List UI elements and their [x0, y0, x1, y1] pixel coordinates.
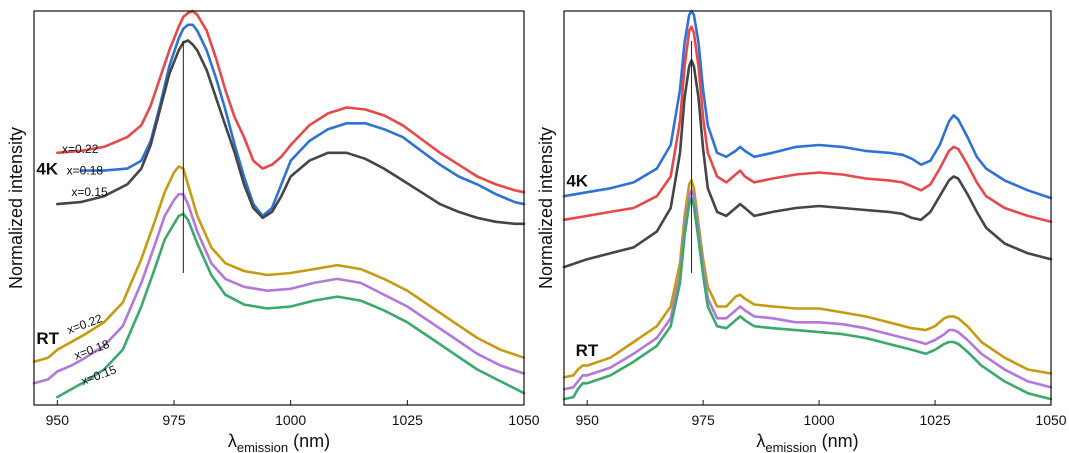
- x-axis-label-subscript: emission: [765, 440, 816, 453]
- composition-label: x=0.18: [67, 164, 104, 178]
- x-tick-label: 1025: [392, 412, 423, 428]
- x-axis-label-symbol: λ: [228, 431, 237, 451]
- plot-frame: [33, 10, 525, 406]
- x-tick-label: 1000: [804, 412, 835, 428]
- series-line-green: [562, 196, 1053, 401]
- x-tick-label: 1025: [919, 412, 950, 428]
- x-axis-label: λemission (nm): [756, 431, 858, 453]
- right-panel: 950 975 1000 1025 1050 λemission (nm) Normaliz…: [536, 9, 1067, 453]
- x-tick-label: 975: [691, 412, 715, 428]
- composition-label: x=0.15: [71, 185, 108, 199]
- composition-label: x=0.15: [79, 362, 118, 388]
- series-line-gold: [562, 179, 1053, 379]
- x-axis-label-unit: (nm): [288, 431, 330, 451]
- series-line-gray: [562, 59, 1053, 269]
- plot-frame: [563, 10, 1052, 406]
- group-label-4k: 4K: [566, 171, 588, 190]
- x-tick-label: 1050: [508, 412, 539, 428]
- group-label-4k: 4K: [36, 160, 58, 179]
- x-tick-label: 975: [162, 412, 186, 428]
- series-line-blue: [79, 23, 526, 218]
- x-axis-label-symbol: λ: [756, 431, 765, 451]
- series-line-purple: [562, 189, 1053, 391]
- x-axis-label: λemission (nm): [228, 431, 330, 453]
- series-line-green: [56, 212, 526, 399]
- series-line-red: [562, 25, 1053, 224]
- x-tick-label: 950: [576, 412, 600, 428]
- series-line-gray: [56, 39, 526, 226]
- series-line-gold: [32, 165, 526, 363]
- y-axis-label: Normalized intensity: [6, 127, 26, 289]
- series-line-purple: [32, 192, 526, 385]
- series-line-red: [56, 9, 526, 194]
- group-label-rt: RT: [36, 329, 59, 348]
- x-axis-label-subscript: emission: [237, 440, 288, 453]
- x-tick-label: 1000: [275, 412, 306, 428]
- x-tick-label: 950: [46, 412, 70, 428]
- y-axis-label: Normalized intensity: [536, 127, 556, 289]
- composition-label: x=0.18: [72, 337, 111, 363]
- series-line-blue: [562, 9, 1053, 200]
- left-panel: 950 975 1000 1025 1050 λemission (nm) Normaliz…: [6, 9, 540, 453]
- x-axis-label-unit: (nm): [817, 431, 859, 451]
- composition-label: x=0.22: [62, 142, 99, 156]
- group-label-rt: RT: [576, 341, 599, 360]
- x-tick-label: 1050: [1035, 412, 1066, 428]
